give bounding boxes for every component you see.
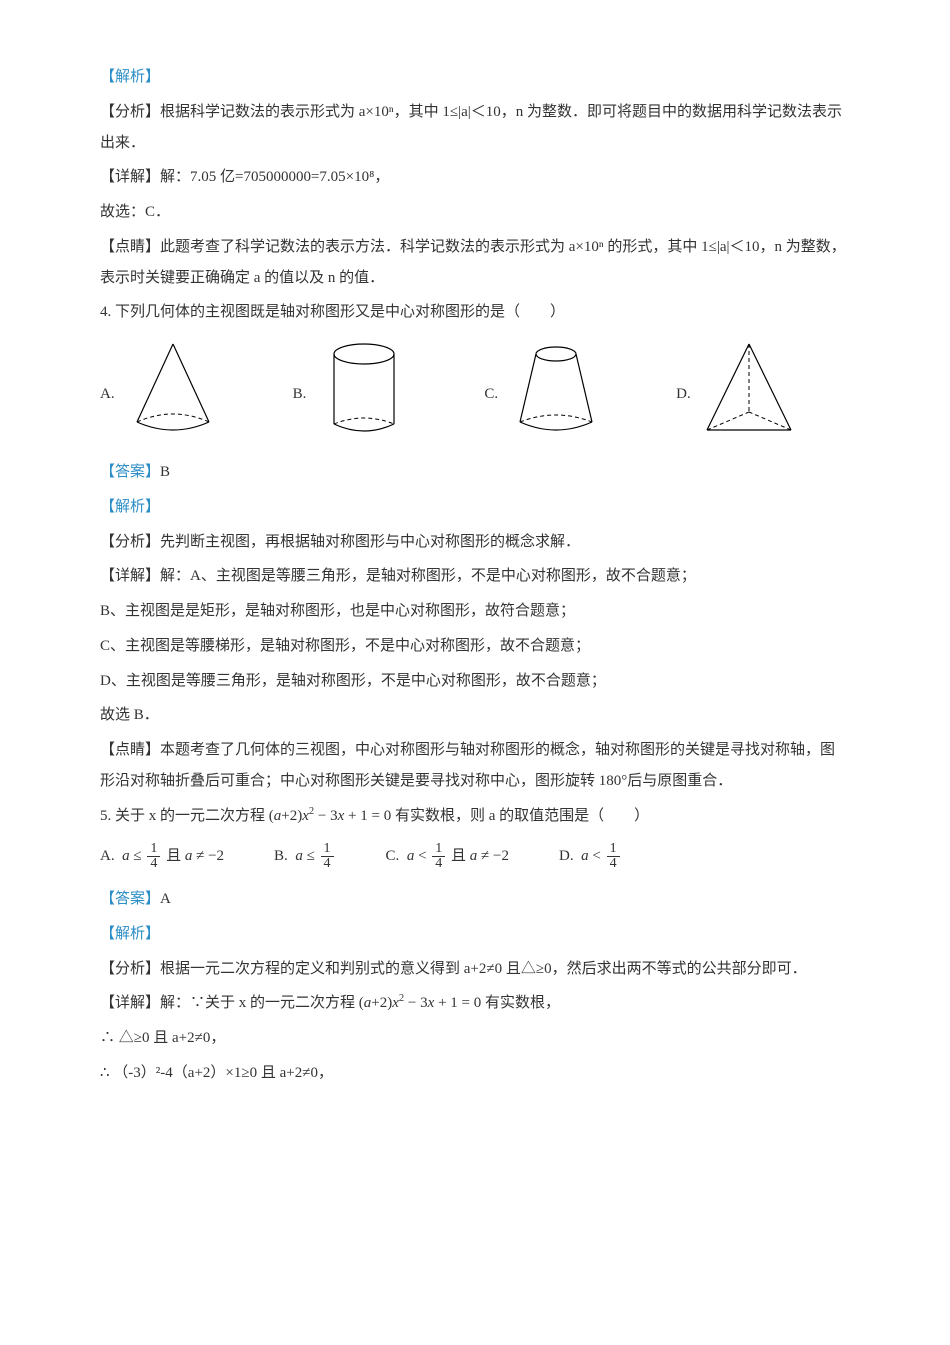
q3-xiangjie: 【详解】解：7.05 亿=705000000=7.05×10⁸， (100, 160, 850, 195)
q3-fenxi-text: 根据科学记数法的表示形式为 a×10ⁿ，其中 1≤|a|＜10，n 为整数．即可… (100, 104, 842, 151)
q4-line-d: D、主视图是等腰三角形，是轴对称图形，不是中心对称图形，故不合题意； (100, 664, 850, 699)
label-dianqing-q4: 【点睛】 (100, 742, 160, 758)
q3-fenxi: 【分析】根据科学记数法的表示形式为 a×10ⁿ，其中 1≤|a|＜10，n 为整… (100, 95, 850, 161)
q5-equation: (a+2)x2 − 3x + 1 = 0 (269, 808, 391, 824)
q5-line2: ∴ △≥0 且 a+2≠0， (100, 1021, 850, 1056)
label-fenxi-q4: 【分析】 (100, 534, 160, 550)
q5-stem-prefix: 5. 关于 x 的一元二次方程 (100, 808, 269, 824)
q4-fenxi: 【分析】先判断主视图，再根据轴对称图形与中心对称图形的概念求解． (100, 525, 850, 560)
q3-dianqing-text: 此题考查了科学记数法的表示方法．科学记数法的表示形式为 a×10ⁿ 的形式，其中… (100, 239, 846, 286)
q4-answer: B (160, 464, 170, 480)
q4-conclusion: 故选 B． (100, 698, 850, 733)
q4-dianqing-text: 本题考查了几何体的三视图，中心对称图形与轴对称图形的概念，轴对称图形的关键是寻找… (100, 742, 835, 789)
q4-option-d: D. (676, 340, 799, 440)
q4-fenxi-text: 先判断主视图，再根据轴对称图形与中心对称图形的概念求解． (160, 534, 580, 550)
q4-jiexi-label: 【解析】 (100, 490, 850, 525)
q4-d-label: D. (676, 379, 691, 410)
q5-xiangjie-suffix: 有实数根， (481, 995, 560, 1011)
cylinder-icon (314, 340, 414, 440)
q4-answer-line: 【答案】B (100, 455, 850, 490)
q3-jiexi-label: 【解析】 (100, 60, 850, 95)
label-jiexi: 【解析】 (100, 69, 160, 85)
q4-dianqing: 【点睛】本题考查了几何体的三视图，中心对称图形与轴对称图形的概念，轴对称图形的关… (100, 733, 850, 799)
q5-option-d: D. a < 14 (559, 841, 622, 872)
q3-conclusion: 故选：C． (100, 195, 850, 230)
triangular-pyramid-icon (699, 340, 799, 440)
q4-option-c: C. (484, 340, 606, 440)
q5-stem: 5. 关于 x 的一元二次方程 (a+2)x2 − 3x + 1 = 0 有实数… (100, 799, 850, 834)
frustum-icon (506, 340, 606, 440)
q5-answer: A (160, 891, 171, 907)
label-fenxi: 【分析】 (100, 104, 160, 120)
q5-stem-suffix: 有实数根，则 a 的取值范围是（ ） (391, 808, 649, 824)
q5-jiexi-label: 【解析】 (100, 917, 850, 952)
q5-d-label: D. (559, 848, 574, 864)
label-jiexi-q5: 【解析】 (100, 926, 160, 942)
q5-fenxi: 【分析】根据一元二次方程的定义和判别式的意义得到 a+2≠0 且△≥0，然后求出… (100, 952, 850, 987)
label-jiexi-q4: 【解析】 (100, 499, 160, 515)
q5-line3: ∴ （-3）²-4（a+2）×1≥0 且 a+2≠0， (100, 1056, 850, 1091)
q5-xiangjie-prefix: 解：∵关于 x 的一元二次方程 (160, 995, 359, 1011)
label-xiangjie: 【详解】 (100, 169, 160, 185)
cone-icon (123, 340, 223, 440)
q4-c-label: C. (484, 379, 498, 410)
q3-dianqing: 【点睛】此题考查了科学记数法的表示方法．科学记数法的表示形式为 a×10ⁿ 的形… (100, 230, 850, 296)
q4-stem: 4. 下列几何体的主视图既是轴对称图形又是中心对称图形的是（ ） (100, 295, 850, 330)
q5-xiangjie: 【详解】解：∵关于 x 的一元二次方程 (a+2)x2 − 3x + 1 = 0… (100, 986, 850, 1021)
q4-xiangjie-text: 解：A、主视图是等腰三角形，是轴对称图形，不是中心对称图形，故不合题意； (160, 568, 696, 584)
label-daan: 【答案】 (100, 464, 160, 480)
label-daan-q5: 【答案】 (100, 891, 160, 907)
q4-option-a: A. (100, 340, 223, 440)
q5-a-label: A. (100, 848, 115, 864)
q3-xiangjie-text: 解：7.05 亿=705000000=7.05×10⁸， (160, 169, 389, 185)
q5-xiangjie-eq: (a+2)x2 − 3x + 1 = 0 (359, 995, 481, 1011)
q4-a-label: A. (100, 379, 115, 410)
q5-answer-line: 【答案】A (100, 882, 850, 917)
q4-b-label: B. (293, 379, 307, 410)
q4-option-b: B. (293, 340, 415, 440)
q5-option-c: C. a < 14 且 a ≠ −2 (386, 841, 509, 872)
label-dianqing: 【点睛】 (100, 239, 160, 255)
q4-options: A. B. C. (100, 340, 850, 440)
q5-option-a: A. a ≤ 14 且 a ≠ −2 (100, 841, 224, 872)
label-xiangjie-q4: 【详解】 (100, 568, 160, 584)
document-page: 【解析】 【分析】根据科学记数法的表示形式为 a×10ⁿ，其中 1≤|a|＜10… (0, 0, 950, 1345)
q4-line-c: C、主视图是等腰梯形，是轴对称图形，不是中心对称图形，故不合题意； (100, 629, 850, 664)
label-fenxi-q5: 【分析】 (100, 961, 160, 977)
q4-line-b: B、主视图是是矩形，是轴对称图形，也是中心对称图形，故符合题意； (100, 594, 850, 629)
q4-xiangjie: 【详解】解：A、主视图是等腰三角形，是轴对称图形，不是中心对称图形，故不合题意； (100, 559, 850, 594)
q5-fenxi-text: 根据一元二次方程的定义和判别式的意义得到 a+2≠0 且△≥0，然后求出两不等式… (160, 961, 807, 977)
q5-c-label: C. (386, 848, 400, 864)
q5-option-b: B. a ≤ 14 (274, 841, 336, 872)
q5-b-label: B. (274, 848, 288, 864)
q5-options: A. a ≤ 14 且 a ≠ −2 B. a ≤ 14 C. a < 14 且… (100, 841, 850, 872)
label-xiangjie-q5: 【详解】 (100, 995, 160, 1011)
